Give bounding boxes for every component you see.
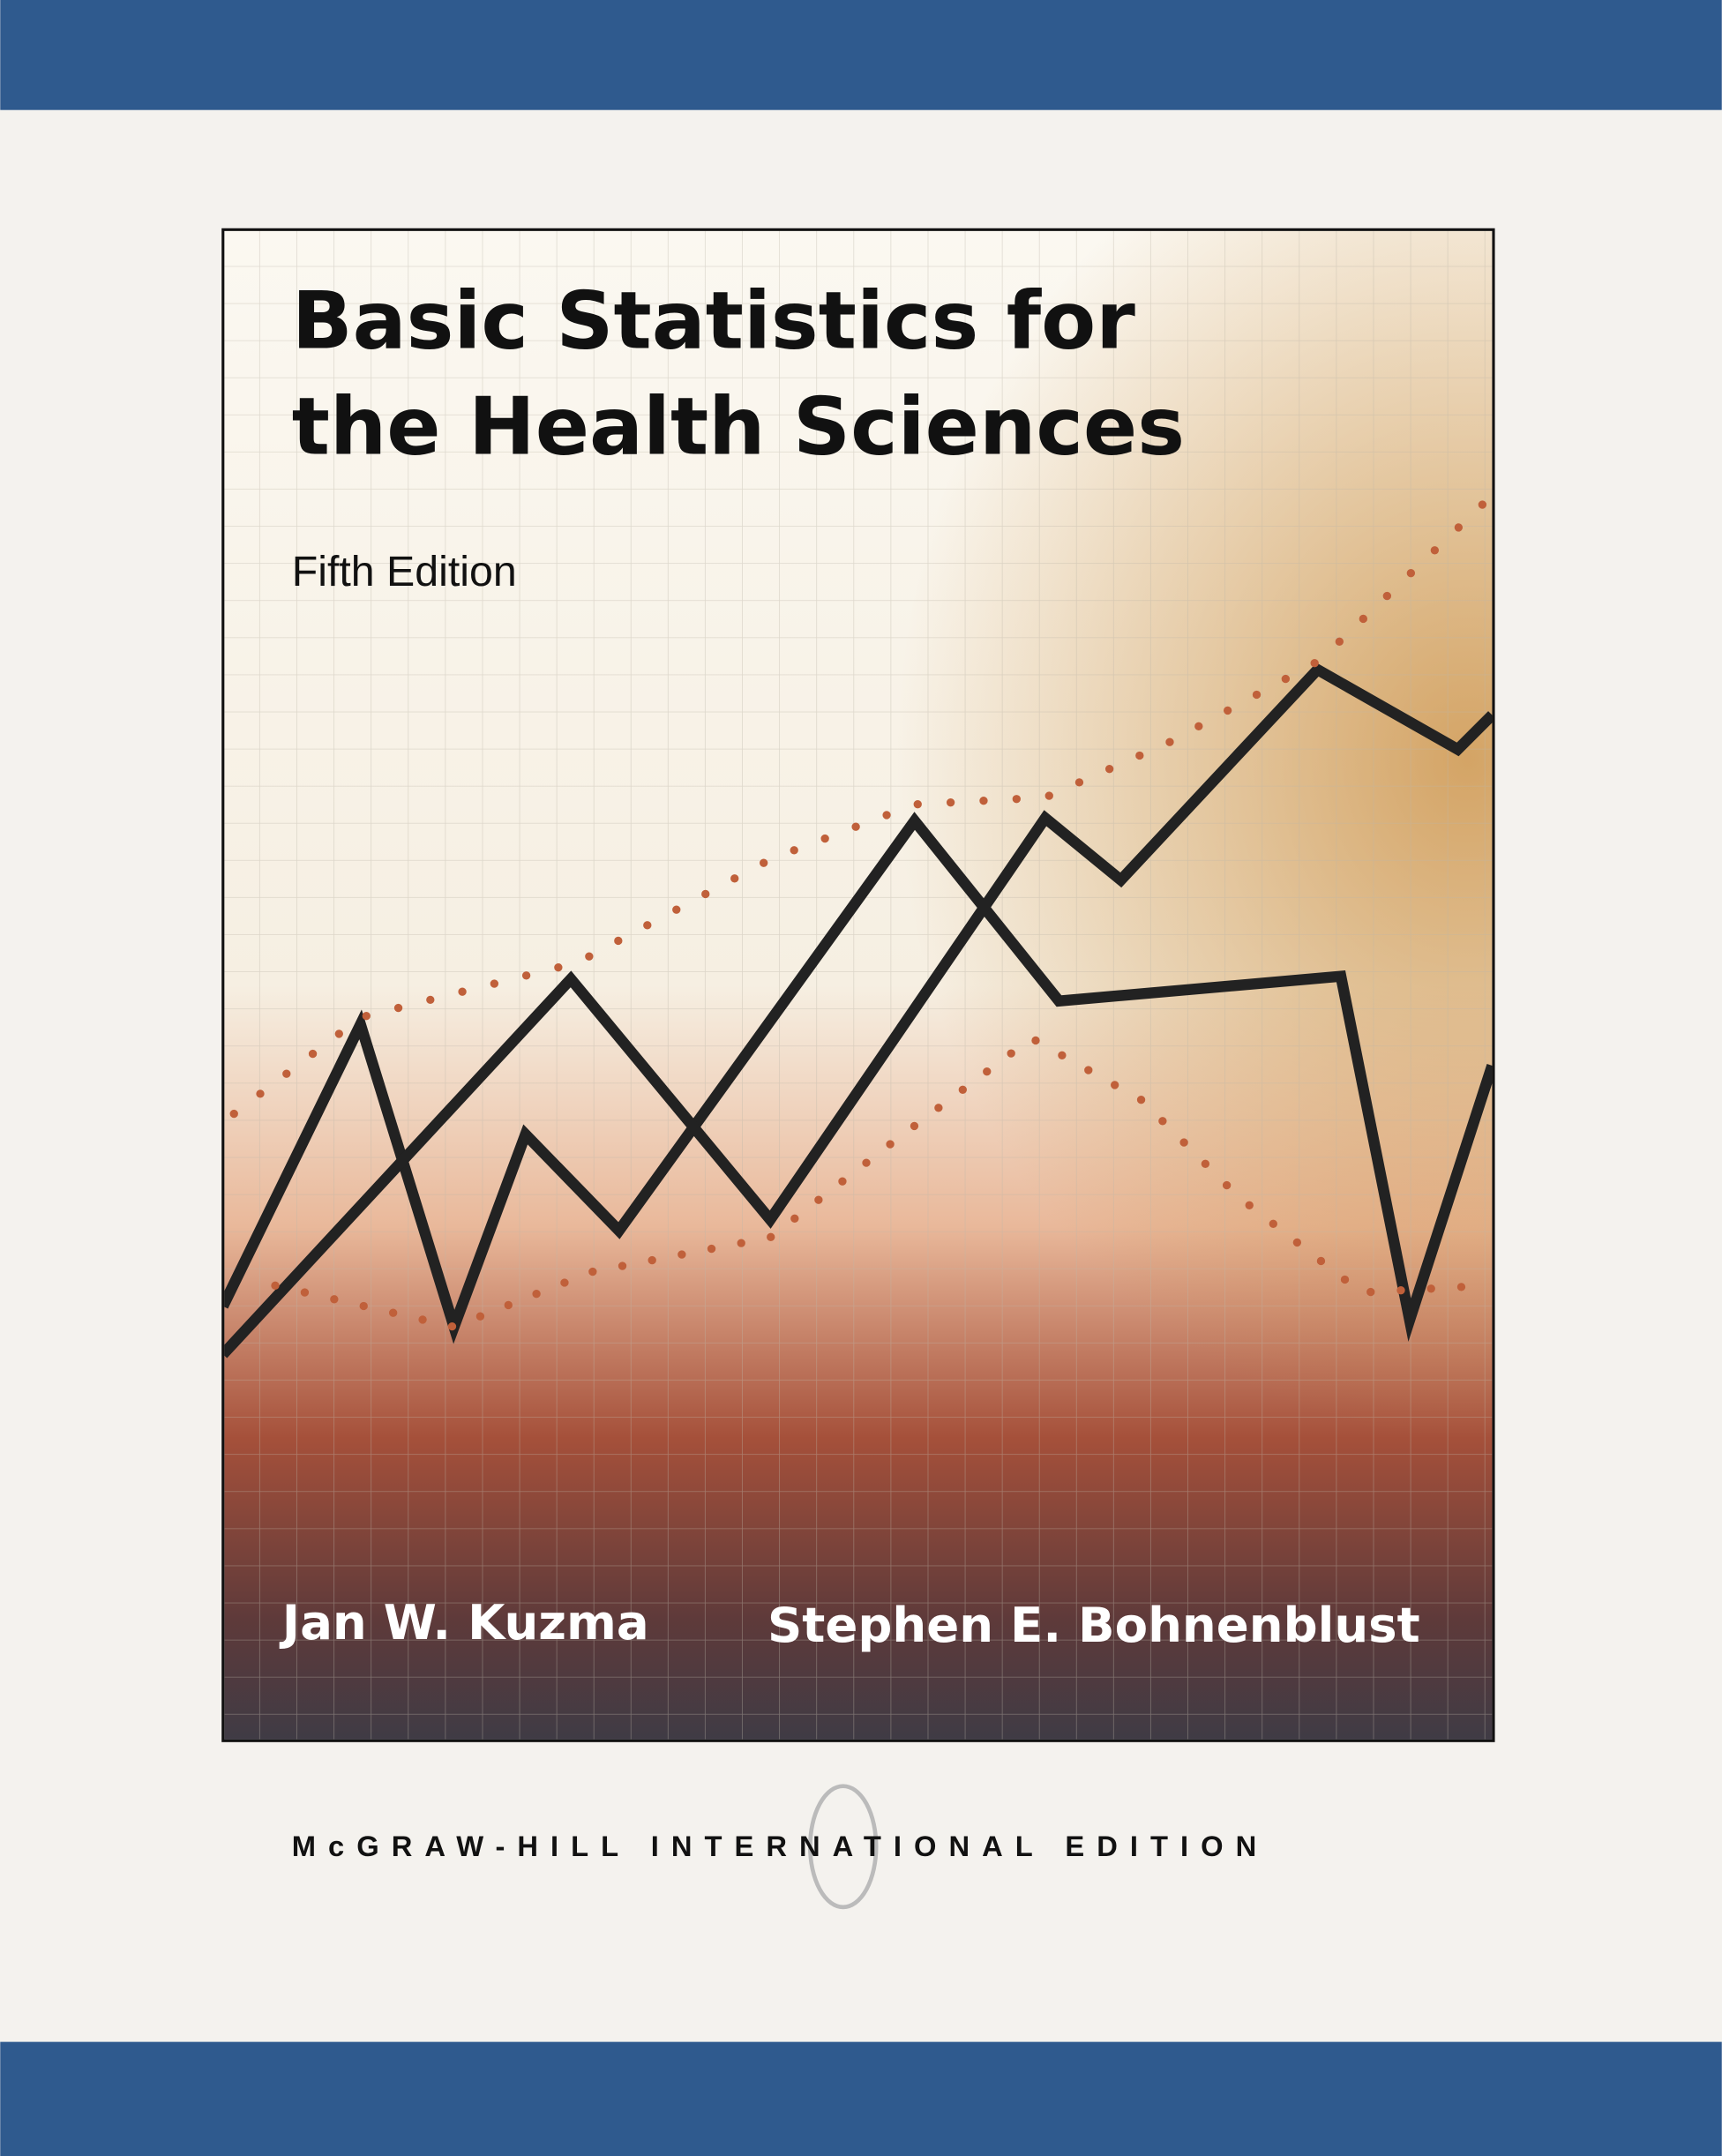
cover-border [221, 228, 1495, 1742]
title-line: the Health Sciences [292, 380, 1185, 473]
logo [807, 1784, 879, 1910]
author: Jan W. Kuzma [279, 1594, 649, 1651]
top-band [0, 0, 1722, 110]
bottom-band [0, 2041, 1722, 2156]
cover-art [224, 230, 1493, 1740]
edition: Fifth Edition [292, 548, 517, 595]
publisher: McGRAW-HILL INTERNATIONAL EDITION [292, 1830, 1269, 1862]
author: Stephen E. Bohnenblust [767, 1597, 1420, 1653]
title-line: Basic Statistics for [292, 274, 1135, 367]
